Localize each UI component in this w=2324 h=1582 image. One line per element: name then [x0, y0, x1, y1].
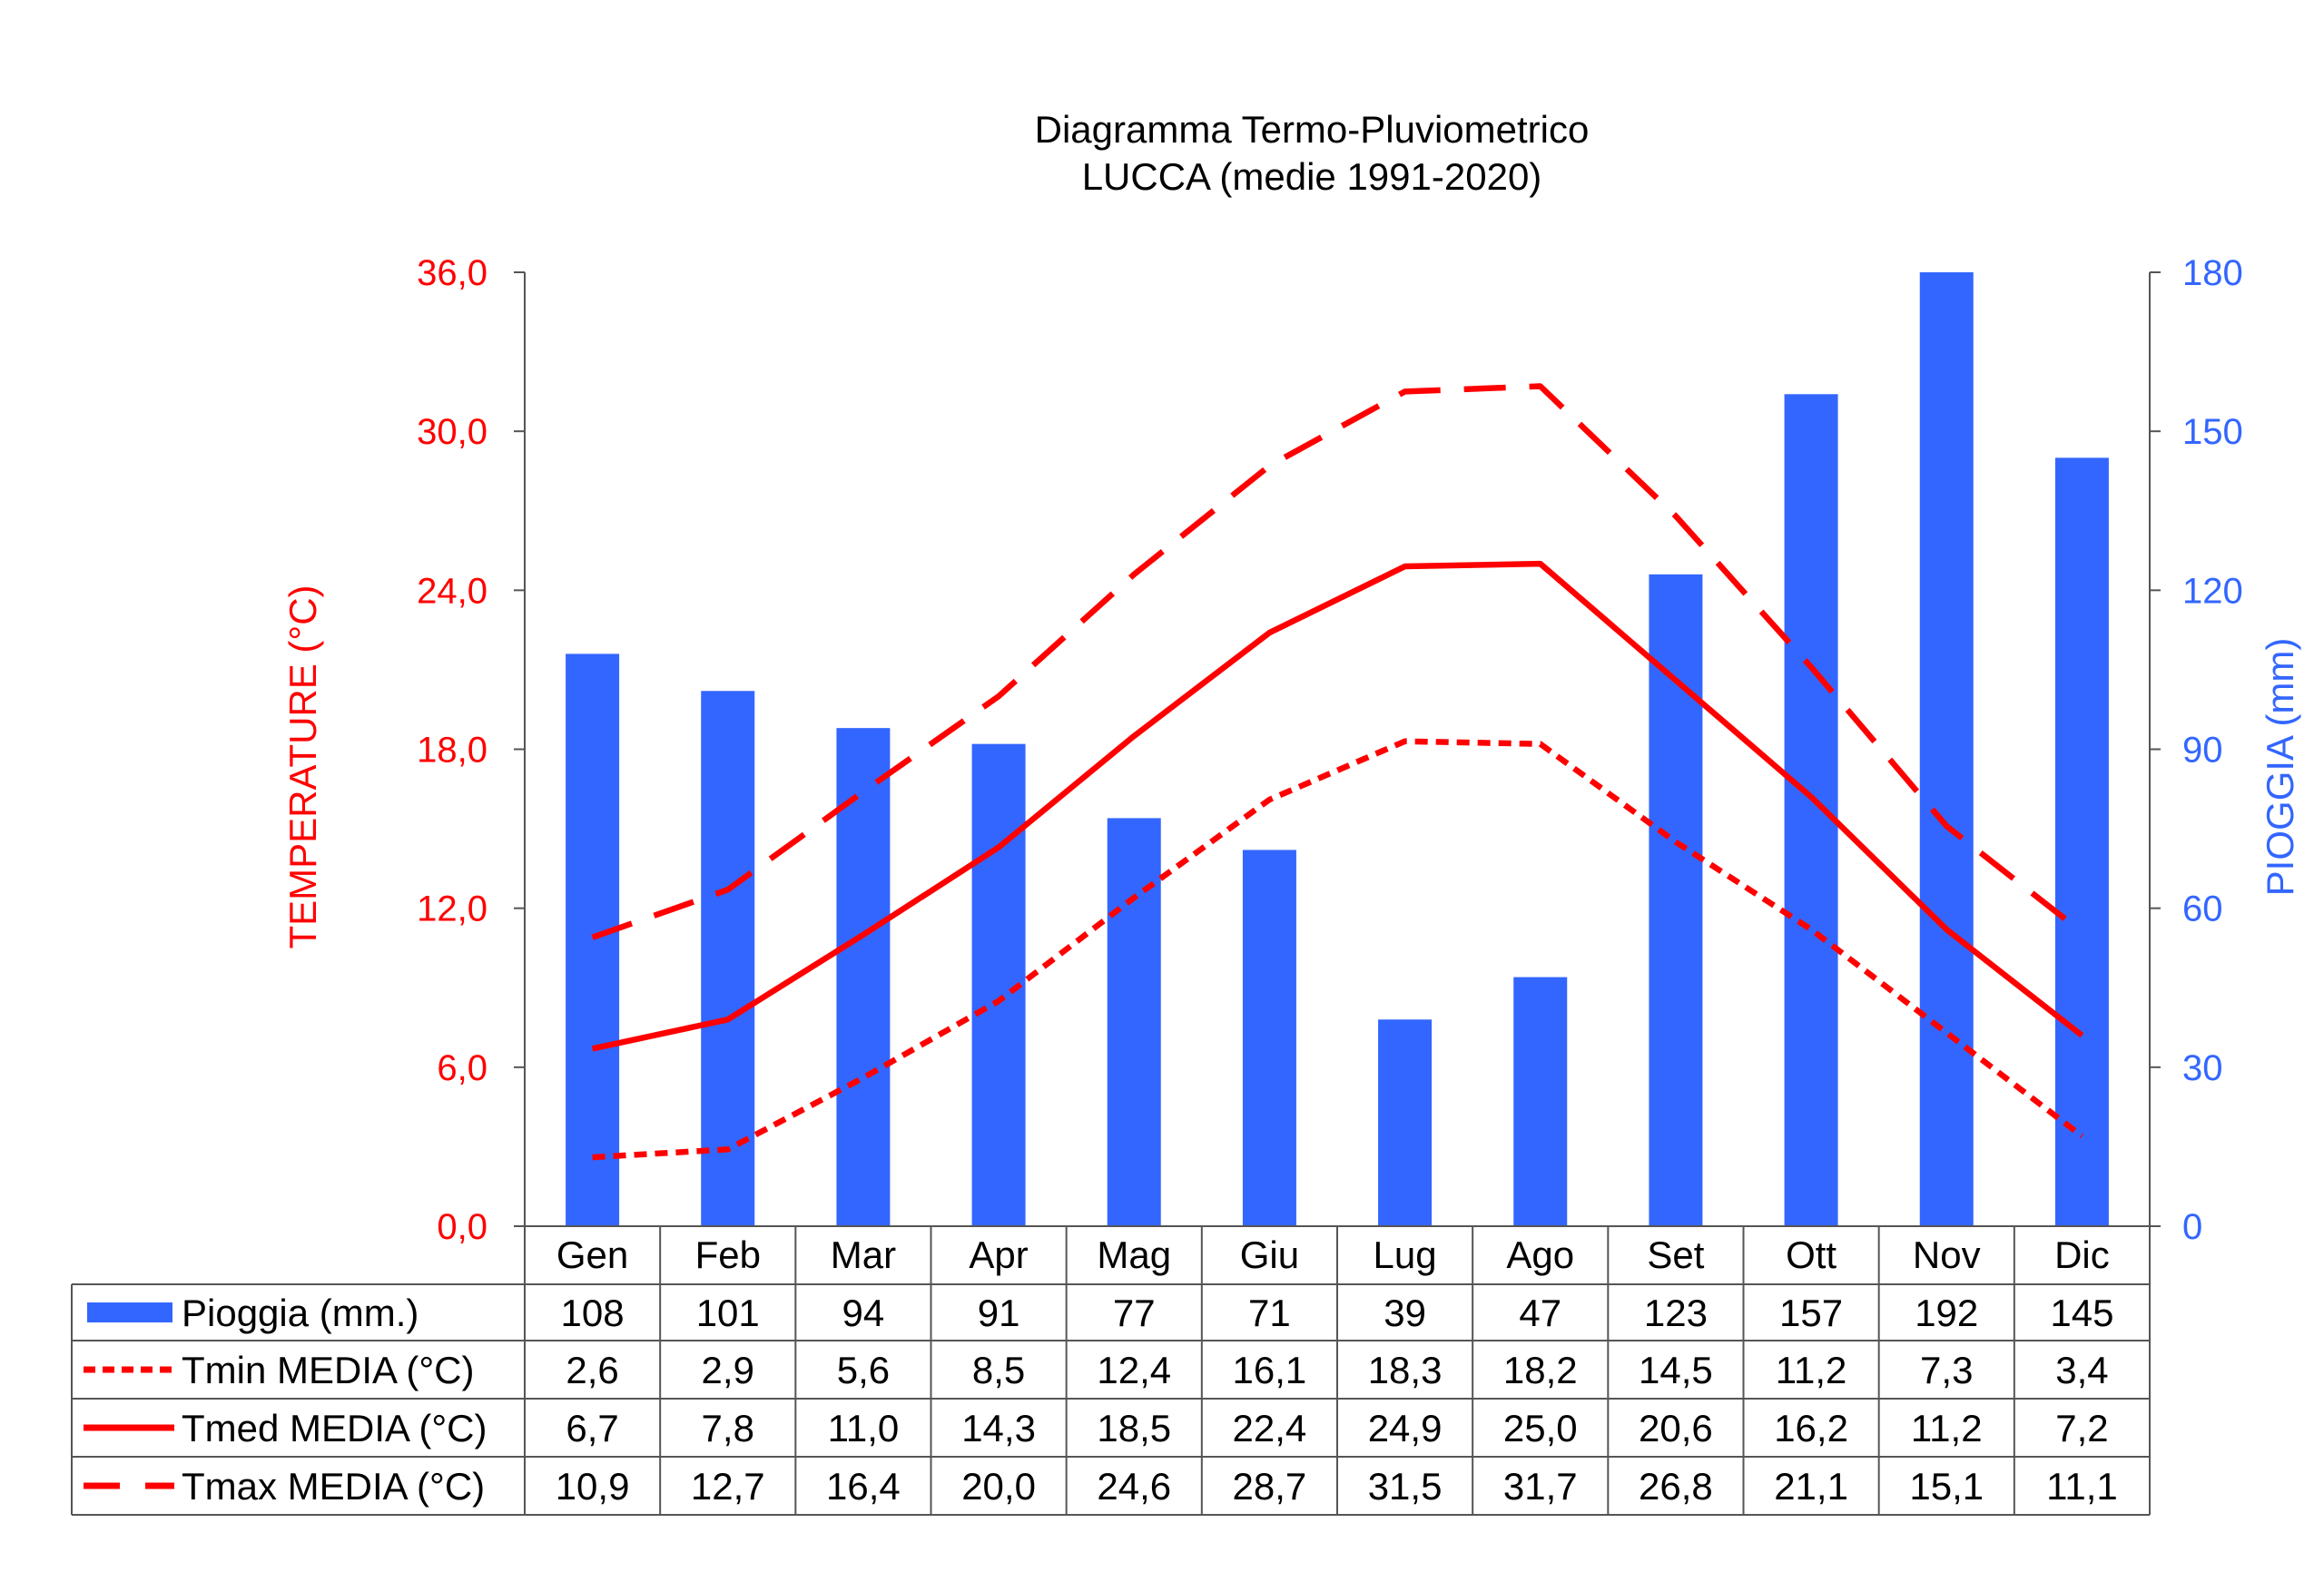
table-cell: 7,2 [2055, 1407, 2108, 1449]
y-right-tick-label: 90 [2182, 731, 2223, 771]
table-cell: 18,5 [1097, 1407, 1171, 1449]
table-cell: 91 [978, 1292, 1020, 1334]
table-cell: 8,5 [972, 1349, 1025, 1391]
month-label: Giu [1240, 1233, 1299, 1276]
table-cell: 24,9 [1368, 1407, 1443, 1449]
table-cell: 10,9 [556, 1465, 630, 1508]
table-cell: 25,0 [1503, 1407, 1578, 1449]
y-right-tick-label: 180 [2182, 253, 2243, 293]
rain-bar-giu [1242, 850, 1296, 1226]
table-cell: 2,9 [702, 1349, 754, 1391]
rain-bar-nov [1919, 272, 1974, 1226]
table-cell: 14,5 [1639, 1349, 1713, 1391]
table-cell: 31,7 [1503, 1465, 1578, 1508]
chart-subtitle: LUCCA (medie 1991-2020) [1082, 155, 1542, 198]
month-label: Dic [2054, 1233, 2110, 1276]
month-label: Mag [1097, 1233, 1171, 1276]
rain-bar-gen [566, 653, 620, 1226]
table-cell: 11,2 [1911, 1407, 1983, 1449]
month-label: Apr [969, 1233, 1028, 1276]
month-label: Ott [1786, 1233, 1837, 1276]
y-right-tick-label: 150 [2182, 412, 2243, 452]
table-cell: 12,7 [691, 1465, 765, 1508]
y-right-tick-label: 0 [2182, 1207, 2202, 1247]
tmed-line [591, 560, 2084, 1052]
rain-bar-lug [1378, 1019, 1433, 1226]
chart-title: Diagramma Termo-Pluviometrico [1035, 108, 1590, 151]
rain-bar-ott [1784, 394, 1838, 1226]
legend-label: Tmin MEDIA (°C) [182, 1349, 474, 1391]
table-cell: 3,4 [2055, 1349, 2108, 1391]
table-cell: 16,2 [1774, 1407, 1848, 1449]
table-cell: 108 [561, 1292, 625, 1334]
legend-swatch-rain [87, 1302, 172, 1322]
tmax-line [591, 383, 2084, 940]
legend-label: Tmax MEDIA (°C) [182, 1465, 485, 1508]
table-cell: 24,6 [1097, 1465, 1171, 1508]
y-left-tick-label: 12,0 [417, 889, 487, 929]
table-cell: 20,6 [1639, 1407, 1713, 1449]
y-left-tick-label: 6,0 [437, 1048, 487, 1088]
table-cell: 7,3 [1920, 1349, 1973, 1391]
table-cell: 39 [1384, 1292, 1426, 1334]
table-cell: 6,7 [566, 1407, 618, 1449]
month-label: Set [1647, 1233, 1704, 1276]
table-cell: 16,4 [826, 1465, 901, 1508]
table-cell: 7,8 [702, 1407, 754, 1449]
table-cell: 77 [1113, 1292, 1156, 1334]
y-right-tick-label: 60 [2182, 889, 2223, 929]
y-left-tick-label: 24,0 [417, 571, 487, 611]
table-cell: 18,3 [1368, 1349, 1443, 1391]
table-cell: 5,6 [837, 1349, 890, 1391]
tmin-line [592, 738, 2084, 1161]
legend-label: Tmed MEDIA (°C) [182, 1407, 487, 1449]
rain-bar-set [1649, 574, 1703, 1226]
rain-bar-mar [836, 728, 891, 1226]
y-left-tick-label: 30,0 [417, 412, 487, 452]
table-cell: 28,7 [1233, 1465, 1307, 1508]
table-cell: 18,2 [1503, 1349, 1578, 1391]
table-cell: 26,8 [1639, 1465, 1713, 1508]
table-cell: 123 [1644, 1292, 1708, 1334]
table-cell: 12,4 [1097, 1349, 1171, 1391]
table-cell: 192 [1915, 1292, 1978, 1334]
table-cell: 2,6 [566, 1349, 618, 1391]
month-label: Mar [831, 1233, 896, 1276]
table-cell: 157 [1779, 1292, 1843, 1334]
table-cell: 15,1 [1909, 1465, 1984, 1508]
month-label: Feb [695, 1233, 761, 1276]
table-cell: 47 [1519, 1292, 1561, 1334]
month-label: Lug [1374, 1233, 1437, 1276]
table-cell: 14,3 [961, 1407, 1036, 1449]
y-left-tick-label: 0,0 [437, 1207, 487, 1247]
month-label: Gen [556, 1233, 628, 1276]
table-cell: 101 [696, 1292, 760, 1334]
table-cell: 71 [1248, 1292, 1291, 1334]
rain-bar-mag [1107, 818, 1161, 1226]
rain-bar-ago [1513, 977, 1568, 1226]
legend-label: Pioggia (mm.) [182, 1292, 419, 1334]
y-left-tick-label: 36,0 [417, 253, 487, 293]
month-label: Nov [1913, 1233, 1981, 1276]
table-cell: 11,0 [828, 1407, 900, 1449]
table-cell: 145 [2050, 1292, 2113, 1334]
table-cell: 16,1 [1233, 1349, 1307, 1391]
table-cell: 20,0 [961, 1465, 1036, 1508]
month-label: Ago [1506, 1233, 1574, 1276]
table-cell: 94 [842, 1292, 885, 1334]
rain-bar-feb [701, 691, 755, 1226]
y-right-label: PIOGGIA (mm) [2259, 638, 2301, 897]
table-cell: 11,2 [1776, 1349, 1847, 1391]
y-right-tick-label: 30 [2182, 1048, 2223, 1088]
y-left-tick-label: 18,0 [417, 731, 487, 771]
y-right-tick-label: 120 [2182, 571, 2243, 611]
table-cell: 22,4 [1233, 1407, 1307, 1449]
table-cell: 31,5 [1368, 1465, 1443, 1508]
table-cell: 21,1 [1774, 1465, 1848, 1508]
y-left-label: TEMPERATURE (°C) [281, 585, 324, 948]
rain-bar-dic [2054, 457, 2109, 1227]
table-cell: 11,1 [2046, 1465, 2118, 1508]
